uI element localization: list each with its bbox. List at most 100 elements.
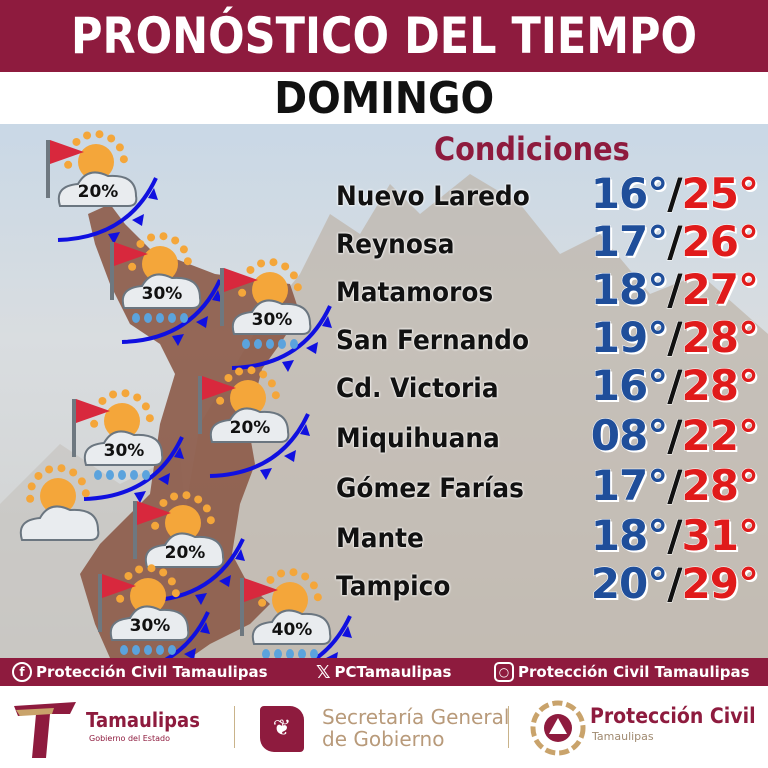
instagram-label: Protección Civil Tamaulipas [518,663,750,681]
city-name: Cd. Victoria [336,373,499,404]
rain-drops-icon [262,649,318,658]
rain-drops-icon [94,470,150,480]
max-temp: 28° [681,461,759,511]
temperature-range: 08°/22° [590,411,759,461]
separator: / [667,265,683,315]
x-icon: 𝕏 [316,661,331,683]
city-name: Mante [336,523,424,554]
partly-cloudy-flag-icon: 20% [46,130,158,244]
city-name: San Fernando [336,325,530,356]
facebook-icon: f [12,662,32,682]
max-temp: 28° [681,313,759,363]
min-temp: 16° [590,361,668,411]
cold-front-icon [121,279,222,344]
temperature-range: 19°/28° [590,313,759,363]
divider [508,706,509,748]
forecast-row: San Fernando 19°/28° [336,313,766,363]
temperature-range: 16°/25° [590,169,759,219]
rain-chance-label: 30% [252,310,293,330]
rain-flag-icon: 30% [98,564,210,658]
forecast-row: Gómez Farías 17°/28° [336,461,766,511]
facebook-link[interactable]: f Protección Civil Tamaulipas [12,662,268,682]
min-temp: 17° [590,217,668,267]
instagram-link[interactable]: ○ Protección Civil Tamaulipas [494,662,750,682]
min-temp: 17° [590,461,668,511]
cold-front-icon [57,177,158,242]
partly-cloudy-flag-icon: 20% [133,491,245,605]
logo-footer: Tamaulipas Gobierno del Estado ❦ Secreta… [0,686,768,768]
sgg-line2: de Gobierno [322,727,445,751]
x-label: PCTamaulipas [334,663,452,681]
x-link[interactable]: 𝕏 PCTamaulipas [316,662,451,683]
cloud-icon [144,532,225,568]
forecast-row: Cd. Victoria 16°/28° [336,361,766,411]
cold-front-icon [164,611,210,658]
min-temp: 19° [590,313,668,363]
tamaulipas-logo-sub: Gobierno del Estado [89,734,170,743]
separator: / [667,217,683,267]
max-temp: 28° [681,361,759,411]
rain-chance-label: 20% [230,418,271,438]
facebook-label: Protección Civil Tamaulipas [36,663,268,681]
max-temp: 25° [681,169,759,219]
flag-icon [46,140,84,198]
day-label: DOMINGO [274,72,494,124]
separator: / [667,361,683,411]
max-temp: 26° [681,217,759,267]
min-temp: 18° [590,511,668,561]
tamaulipas-logo-icon [14,702,76,758]
rain-drops-icon [132,313,188,323]
forecast-panel: 20% 30% 30% 20% 30% 20% 30% 40% Condicio… [0,124,768,658]
cloud-icon [231,299,312,335]
rain-chance-label: 20% [165,543,206,563]
cold-front-icon [209,413,310,478]
sun-icon [258,568,322,618]
forecast-row: Nuevo Laredo 16°/25° [336,169,766,219]
cold-front-icon [231,305,332,370]
flag-icon [220,268,258,326]
city-name: Gómez Farías [336,473,524,504]
social-bar: f Protección Civil Tamaulipas 𝕏 PCTamaul… [0,658,768,686]
forecast-row: Tampico 20°/29° [336,559,766,609]
rain-chance-label: 20% [78,182,119,202]
rain-flag-icon: 30% [72,389,184,503]
max-temp: 31° [681,511,759,561]
flag-icon [198,376,236,434]
divider [234,706,235,748]
partly-cloudy-icon [19,464,100,541]
sgg-logo-text: Secretaría General de Gobierno [322,706,509,750]
temperature-range: 20°/29° [590,559,759,609]
max-temp: 22° [681,411,759,461]
rain-chance-label: 30% [104,441,145,461]
tamaulipas-logo-text: Tamaulipas [86,708,200,732]
separator: / [667,411,683,461]
cloud-icon [19,505,100,541]
forecast-row: Matamoros 18°/27° [336,265,766,315]
proteccion-civil-logo-icon [530,700,586,756]
temperature-range: 17°/26° [590,217,759,267]
flag-icon [133,501,171,559]
cloud-icon [209,407,290,443]
conditions-heading: Condiciones [434,130,630,168]
partly-cloudy-flag-icon: 20% [198,366,310,480]
max-temp: 27° [681,265,759,315]
rain-flag-icon: 30% [220,258,332,372]
flag-icon [240,578,278,636]
cloud-icon [251,609,332,645]
temperature-range: 18°/31° [590,511,759,561]
cloud-icon [57,171,138,207]
min-temp: 16° [590,169,668,219]
city-name: Nuevo Laredo [336,181,530,212]
flag-icon [98,574,136,632]
pc-logo-sub: Tamaulipas [592,730,654,743]
min-temp: 18° [590,265,668,315]
sun-icon [90,389,154,439]
rain-drops-icon [120,645,176,655]
page-title: PRONÓSTICO DEL TIEMPO [70,7,698,65]
temperature-range: 17°/28° [590,461,759,511]
rain-chance-label: 30% [130,616,171,636]
city-name: Tampico [336,571,451,602]
flag-icon [110,242,148,300]
separator: / [667,511,683,561]
sun-icon [26,464,90,514]
